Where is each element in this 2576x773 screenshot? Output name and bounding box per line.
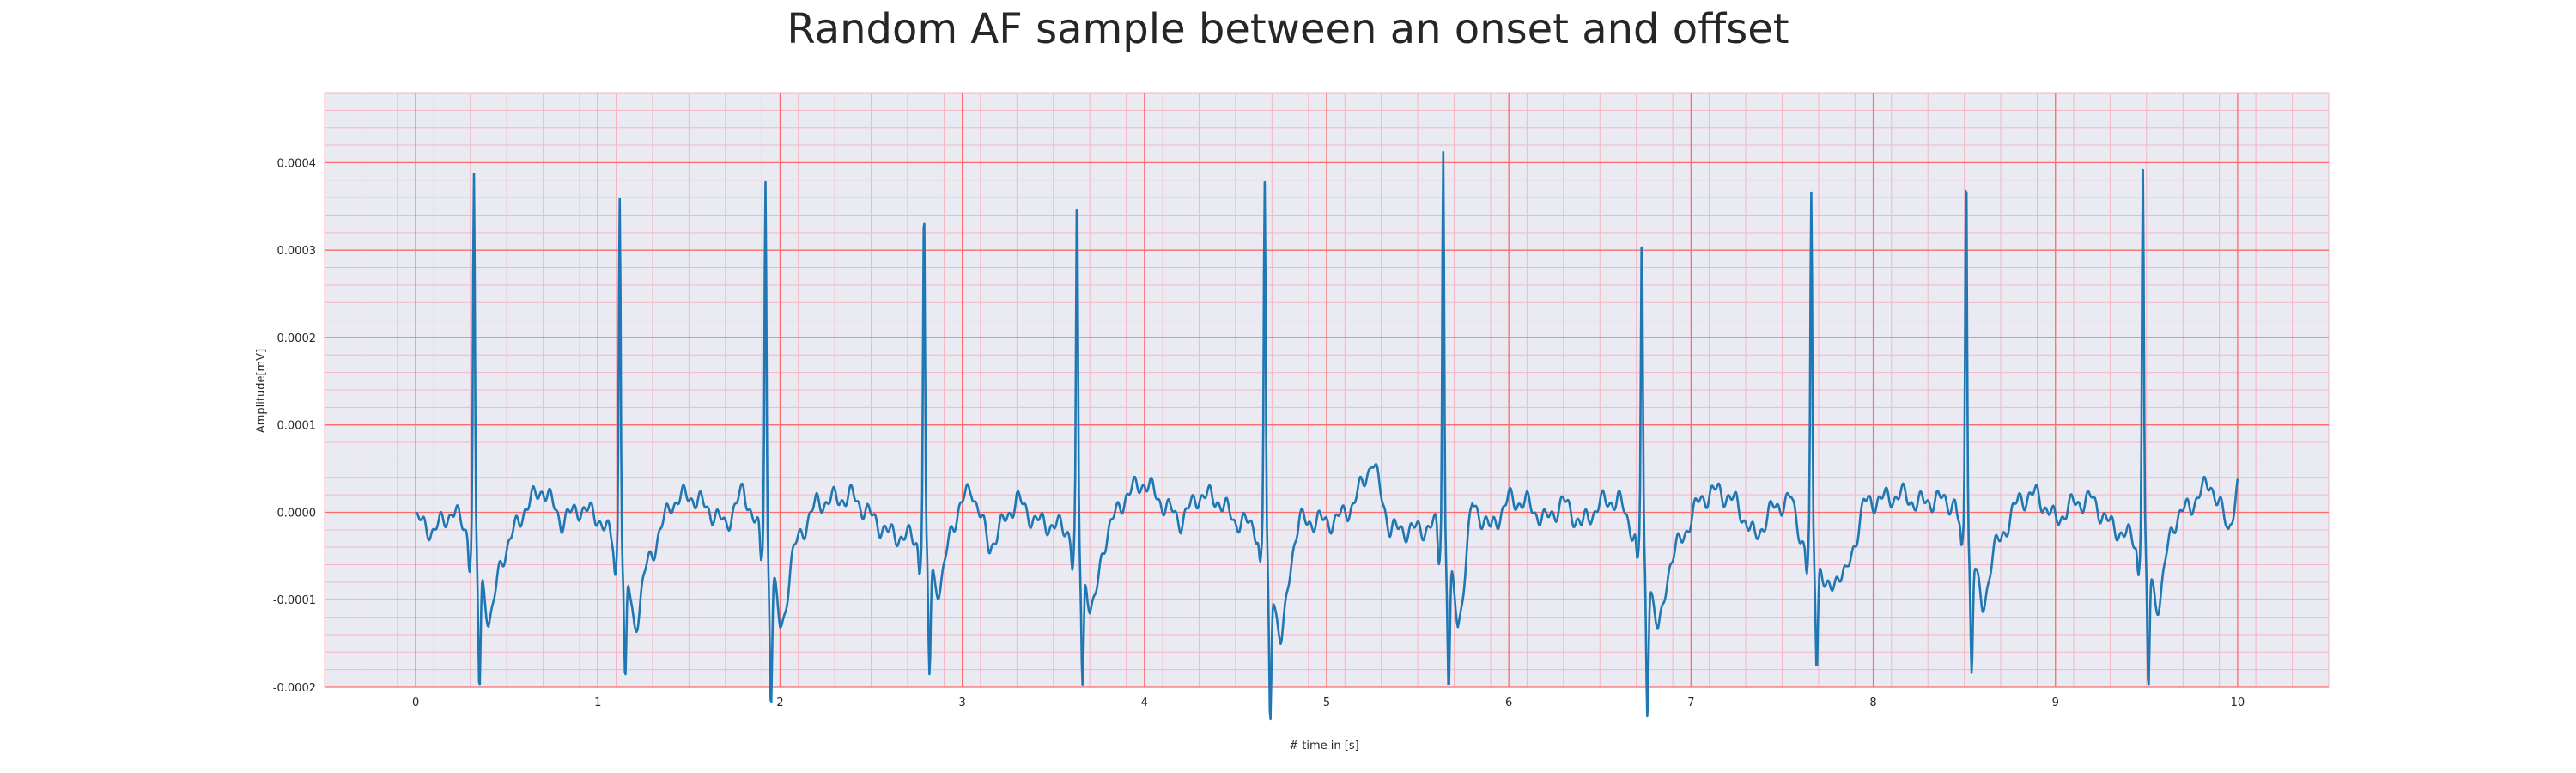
chart-title: Random AF sample between an onset and of… bbox=[787, 5, 1789, 53]
x-tick-label: 4 bbox=[1141, 697, 1148, 709]
x-tick-label: 7 bbox=[1687, 697, 1694, 709]
ecg-signal-line bbox=[414, 150, 2239, 721]
x-tick-label: 1 bbox=[594, 697, 601, 709]
x-tick-label: 0 bbox=[412, 697, 419, 709]
x-tick-labels: 0 1 2 3 4 5 6 7 8 9 10 bbox=[412, 697, 2245, 709]
x-tick-label: 6 bbox=[1505, 697, 1512, 709]
x-tick-label: 2 bbox=[776, 697, 783, 709]
x-tick-label: 5 bbox=[1323, 697, 1330, 709]
y-tick-label: 0.0002 bbox=[277, 332, 317, 345]
y-tick-labels: -0.0002 -0.0001 0.0000 0.0001 0.0002 0.0003 0.… bbox=[273, 157, 316, 695]
y-tick-label: 0.0001 bbox=[277, 420, 317, 433]
y-tick-label: -0.0001 bbox=[273, 594, 316, 607]
y-axis-label: Amplitude[mV] bbox=[255, 349, 268, 433]
y-tick-label: 0.0003 bbox=[277, 245, 317, 258]
y-tick-label: 0.0000 bbox=[277, 507, 317, 520]
y-tick-label: -0.0002 bbox=[273, 682, 316, 695]
x-tick-label: 3 bbox=[958, 697, 965, 709]
x-tick-label: 9 bbox=[2052, 697, 2059, 709]
x-tick-label: 8 bbox=[1869, 697, 1876, 709]
y-tick-label: 0.0004 bbox=[277, 157, 317, 170]
x-axis-label: # time in [s] bbox=[1289, 740, 1358, 752]
x-tick-label: 10 bbox=[2231, 697, 2245, 709]
major-grid bbox=[325, 93, 2329, 688]
